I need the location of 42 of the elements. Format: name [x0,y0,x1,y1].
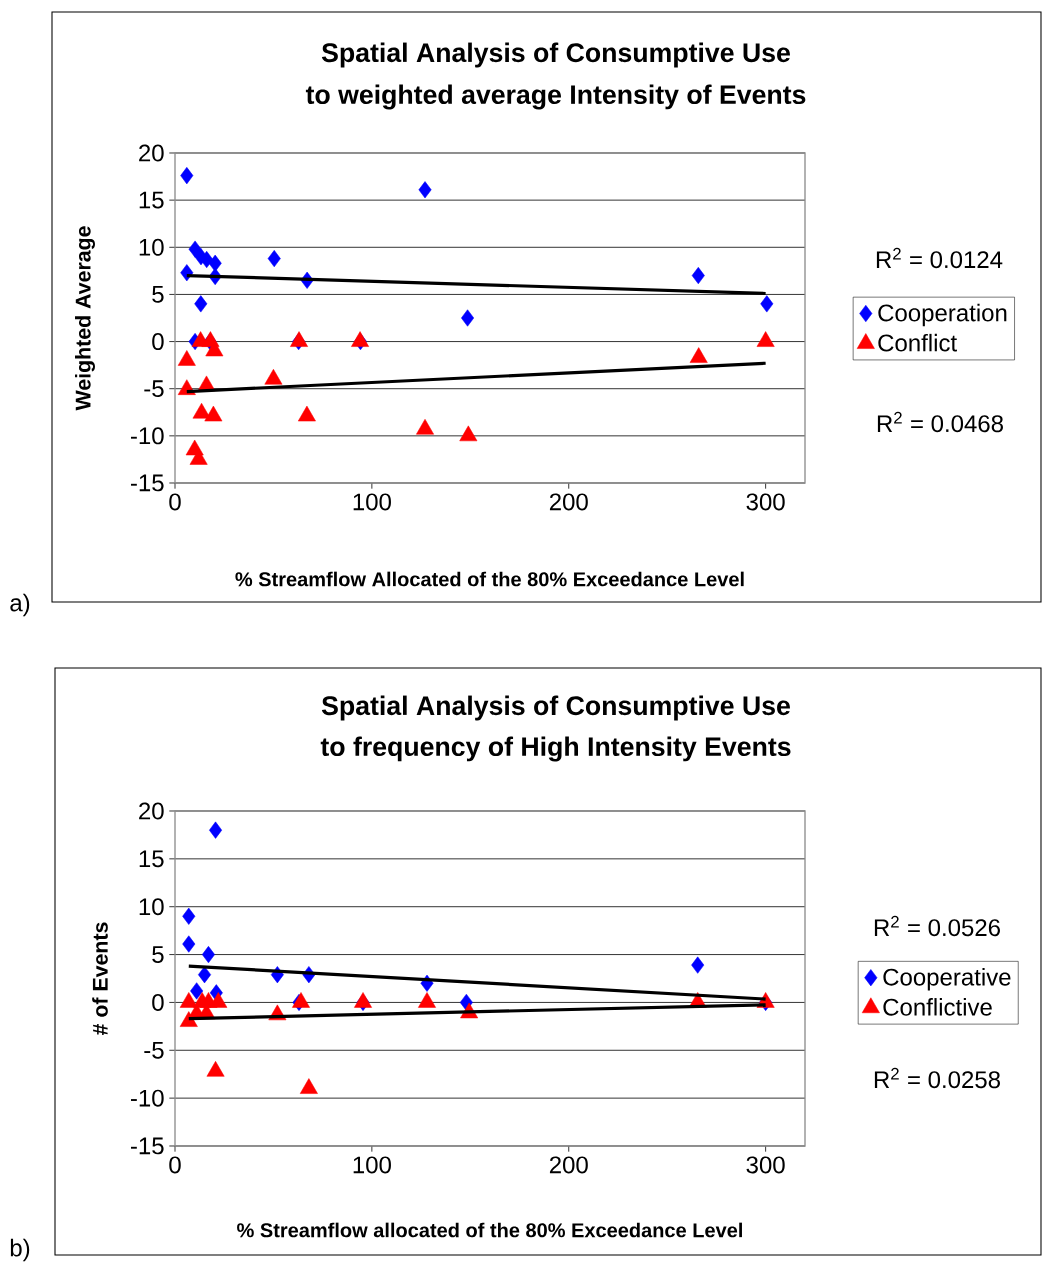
text: a) [10,593,30,617]
y-tick-label: 0 [152,993,164,1011]
y-tick-label: -5 [144,1041,164,1059]
y-tick-label: 10 [139,238,164,256]
x-axis-title: % Streamflow allocated of the 80% Exceedance Level [237,1222,742,1238]
chart-title: Spatial Analysis of Consumptive Use [321,695,790,721]
x-tick-label: 0 [169,493,181,511]
legend-label: Cooperation [878,303,1007,327]
legend-label: Conflict [878,333,957,352]
y-tick-label: -5 [144,380,164,398]
x-tick-label: 0 [169,1156,181,1174]
y-tick-label: -15 [130,1137,164,1155]
legend-label: Conflictive [883,998,992,1016]
x-tick-label: 200 [549,493,588,511]
y-tick-label: 5 [152,946,164,963]
x-tick-label: 300 [746,493,785,511]
y-tick-label: 15 [139,191,164,209]
x-tick-label: 100 [353,1156,391,1174]
text: R$^{2}$ = 0.0258 [874,1067,1000,1089]
chart-title: Spatial Analysis of Consumptive Use [321,42,790,68]
y-tick-label: 20 [139,144,164,162]
y-tick-label: 15 [139,850,164,868]
y-tick-label: 20 [139,802,164,820]
x-tick-label: 100 [353,493,391,511]
x-tick-label: 200 [549,1156,588,1174]
y-tick-label: -10 [130,1089,164,1107]
x-tick-label: 300 [746,1156,785,1174]
chart-subtitle: to frequency of High Intensity Events [320,736,791,762]
y-tick-label: 0 [152,333,164,351]
text: R$^{2}$ = 0.0468 [877,411,1003,433]
y-axis-title: # of Events [92,922,108,1036]
legend-label: Cooperative [883,968,1011,991]
x-axis-title: % Streamflow Allocated of the 80% Exceedance Level [235,571,744,587]
chart-subtitle: to weighted average Intensity of Events [305,84,806,110]
text: R$^{2}$ = 0.0526 [874,915,1000,937]
y-tick-label: -10 [130,427,164,445]
text: R$^{2}$ = 0.0124 [876,247,1003,269]
y-tick-label: 5 [152,286,164,303]
text: b) [10,1238,30,1262]
y-axis-title: Weighted Average [75,226,95,411]
y-tick-label: 10 [139,898,164,916]
y-tick-label: -15 [130,474,164,492]
